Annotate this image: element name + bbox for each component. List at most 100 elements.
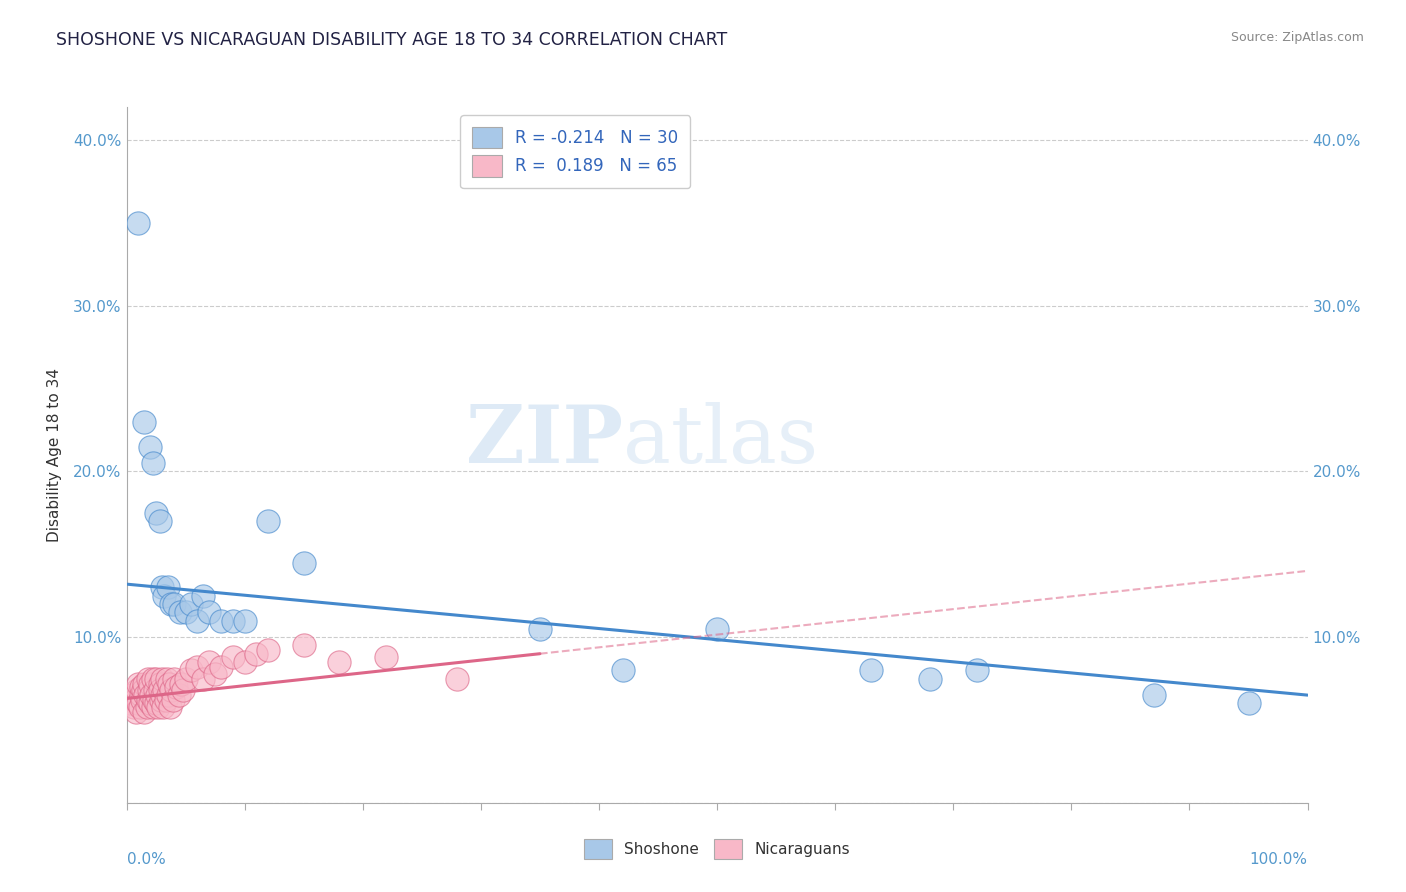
Point xyxy=(918,672,941,686)
Point xyxy=(155,693,177,707)
Point xyxy=(233,655,256,669)
Point xyxy=(127,697,149,711)
Point xyxy=(174,605,197,619)
Point xyxy=(1237,697,1260,711)
Point xyxy=(446,672,468,686)
Point xyxy=(141,699,163,714)
Point xyxy=(529,622,551,636)
Point xyxy=(180,597,202,611)
Text: SHOSHONE VS NICARAGUAN DISABILITY AGE 18 TO 34 CORRELATION CHART: SHOSHONE VS NICARAGUAN DISABILITY AGE 18… xyxy=(56,31,727,49)
Point xyxy=(141,456,163,470)
Point xyxy=(136,672,159,686)
Point xyxy=(204,666,226,681)
Point xyxy=(159,699,181,714)
Point xyxy=(145,672,167,686)
Point xyxy=(150,581,173,595)
Point xyxy=(193,672,215,686)
Point xyxy=(257,643,280,657)
Point xyxy=(198,605,221,619)
Point xyxy=(245,647,267,661)
Text: 0.0%: 0.0% xyxy=(127,852,166,866)
Point xyxy=(157,676,180,690)
Point xyxy=(292,556,315,570)
Point xyxy=(292,639,315,653)
Point xyxy=(233,614,256,628)
Point xyxy=(139,676,162,690)
Point xyxy=(706,622,728,636)
Text: atlas: atlas xyxy=(623,402,818,480)
Point xyxy=(165,680,187,694)
Legend: Shoshone, Nicaraguans: Shoshone, Nicaraguans xyxy=(578,833,856,864)
Point xyxy=(139,697,162,711)
Point xyxy=(612,663,634,677)
Point xyxy=(222,614,245,628)
Point xyxy=(169,605,191,619)
Point xyxy=(172,683,194,698)
Point xyxy=(148,699,170,714)
Point xyxy=(1143,688,1166,702)
Point xyxy=(149,683,172,698)
Point xyxy=(193,589,215,603)
Point xyxy=(186,660,208,674)
Point xyxy=(167,688,190,702)
Point xyxy=(132,683,155,698)
Point xyxy=(129,688,152,702)
Point xyxy=(139,440,162,454)
Point xyxy=(142,693,165,707)
Text: ZIP: ZIP xyxy=(465,402,623,480)
Point xyxy=(150,672,173,686)
Point xyxy=(198,655,221,669)
Point xyxy=(141,688,163,702)
Point xyxy=(257,514,280,528)
Point xyxy=(134,415,156,429)
Point xyxy=(375,650,398,665)
Point xyxy=(134,676,156,690)
Point xyxy=(128,699,150,714)
Point xyxy=(160,683,183,698)
Point xyxy=(209,660,232,674)
Point xyxy=(153,589,176,603)
Point xyxy=(174,672,197,686)
Point xyxy=(162,693,184,707)
Point xyxy=(125,705,148,719)
Point xyxy=(127,676,149,690)
Point xyxy=(134,688,156,702)
Point xyxy=(170,676,193,690)
Point xyxy=(222,650,245,665)
Point xyxy=(328,655,350,669)
Point xyxy=(120,697,142,711)
Point xyxy=(127,683,149,698)
Point xyxy=(127,216,149,230)
Point xyxy=(122,699,145,714)
Point xyxy=(153,683,176,698)
Point xyxy=(124,693,146,707)
Point xyxy=(859,663,882,677)
Point xyxy=(129,680,152,694)
Point xyxy=(156,581,179,595)
Point xyxy=(149,676,172,690)
Point xyxy=(121,688,143,702)
Point xyxy=(150,688,173,702)
Point xyxy=(152,699,174,714)
Point xyxy=(145,697,167,711)
Point xyxy=(163,672,186,686)
Point xyxy=(145,506,167,520)
Point xyxy=(136,693,159,707)
Point xyxy=(186,614,208,628)
Point xyxy=(966,663,988,677)
Point xyxy=(141,672,163,686)
Point xyxy=(156,688,179,702)
Point xyxy=(149,693,172,707)
Point xyxy=(131,693,153,707)
Point xyxy=(143,683,166,698)
Point xyxy=(135,699,157,714)
Point xyxy=(146,688,169,702)
Point xyxy=(149,514,172,528)
Point xyxy=(180,663,202,677)
Text: Source: ZipAtlas.com: Source: ZipAtlas.com xyxy=(1230,31,1364,45)
Point xyxy=(163,597,186,611)
Point xyxy=(138,683,160,698)
Point xyxy=(134,705,156,719)
Point xyxy=(156,672,179,686)
Y-axis label: Disability Age 18 to 34: Disability Age 18 to 34 xyxy=(46,368,62,542)
